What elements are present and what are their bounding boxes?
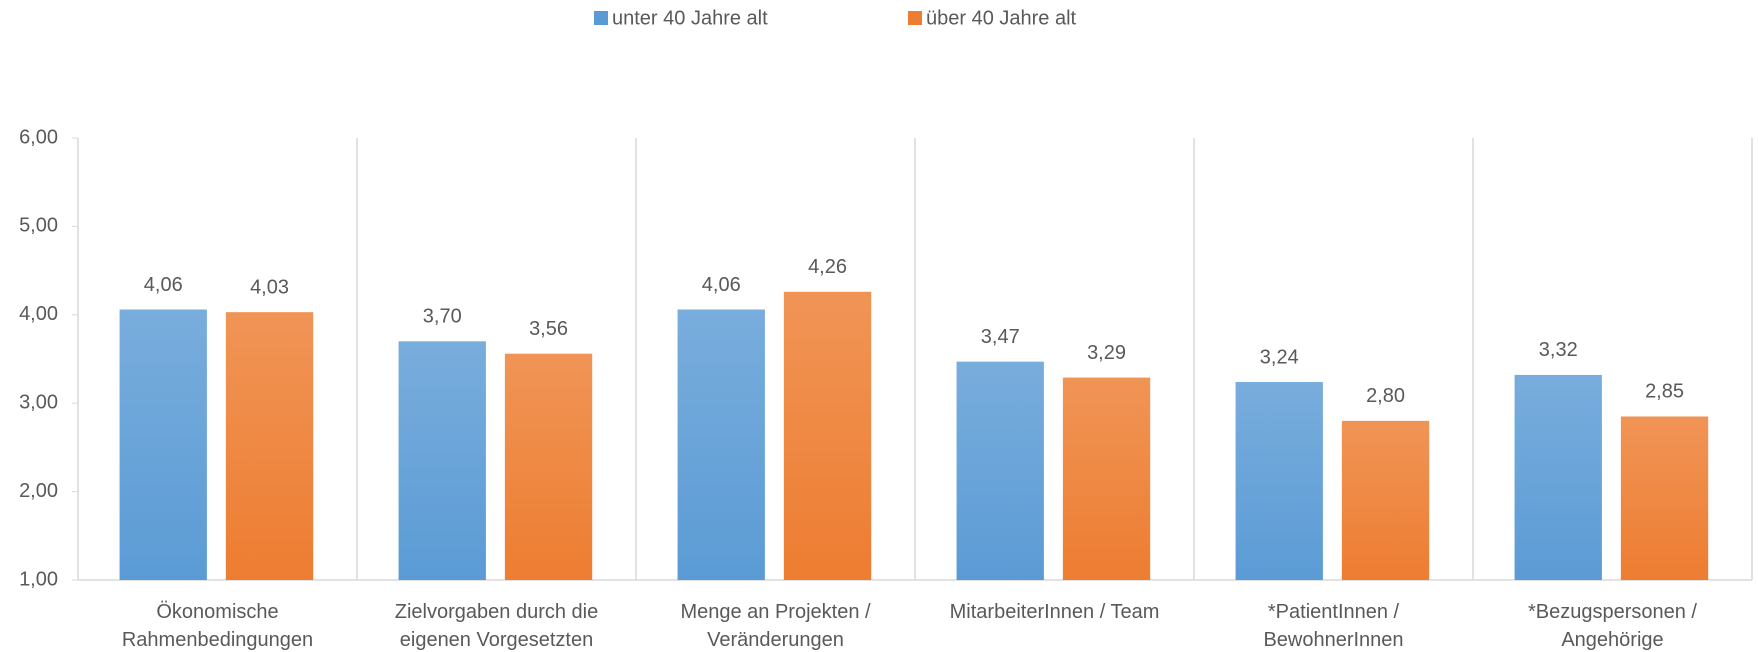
data-label: 4,03	[250, 276, 289, 298]
y-tick-label: 4,00	[19, 303, 58, 325]
y-tick-label: 3,00	[19, 391, 58, 413]
x-tick-label: *PatientInnen / BewohnerInnen	[1263, 601, 1404, 651]
legend-swatch	[594, 11, 608, 25]
data-label: 2,85	[1645, 381, 1684, 403]
data-label: 3,24	[1260, 346, 1299, 368]
bar	[1062, 377, 1151, 580]
bar	[677, 309, 765, 580]
data-label: 4,06	[144, 274, 183, 296]
data-label: 4,06	[702, 274, 741, 296]
bar	[1620, 416, 1709, 580]
x-tick-label: *Bezugspersonen / Angehörige	[1527, 601, 1697, 651]
y-tick-label: 6,00	[19, 126, 58, 148]
x-tick-label: Zielvorgaben durch die eigenen Vorgesetz…	[394, 601, 599, 651]
bar	[783, 291, 872, 580]
x-tick-label: MitarbeiterInnen / Team	[949, 601, 1160, 623]
data-label: 3,70	[423, 306, 462, 328]
bar	[1514, 374, 1602, 580]
data-label: 3,47	[981, 326, 1020, 348]
data-label: 3,56	[529, 318, 568, 340]
y-tick-label: 5,00	[19, 215, 58, 237]
y-tick-label: 2,00	[19, 480, 58, 502]
y-tick-label: 1,00	[19, 568, 58, 590]
x-tick-label: Ökonomische Rahmenbedingungen	[121, 601, 314, 651]
bar	[1341, 420, 1430, 580]
bar	[225, 312, 314, 580]
bar	[956, 361, 1044, 580]
bar	[504, 353, 593, 580]
bar	[398, 341, 486, 580]
bar	[1235, 381, 1323, 580]
bar	[119, 309, 207, 580]
legend-label: über 40 Jahre alt	[926, 7, 1077, 29]
data-label: 3,29	[1087, 342, 1126, 364]
x-tick-label: Menge an Projekten / Veränderungen	[680, 601, 871, 651]
data-label: 2,80	[1366, 385, 1405, 407]
legend-label: unter 40 Jahre alt	[612, 7, 768, 29]
data-label: 4,26	[808, 256, 847, 278]
data-label: 3,32	[1539, 339, 1578, 361]
legend-swatch	[908, 11, 922, 25]
